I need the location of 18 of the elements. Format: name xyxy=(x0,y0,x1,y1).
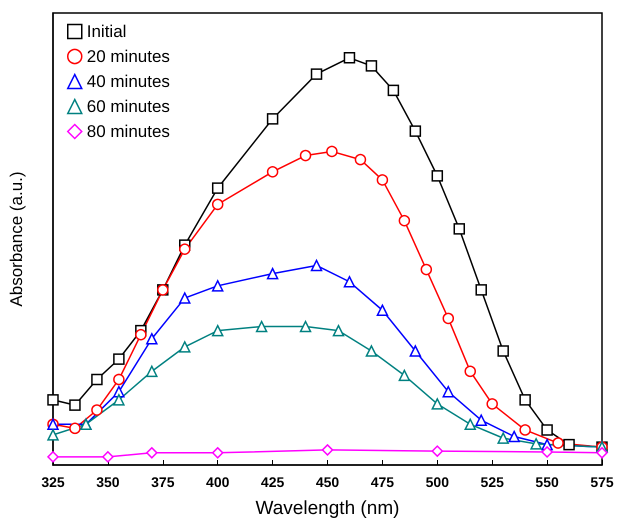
legend-label: 80 minutes xyxy=(86,122,170,141)
x-tick-label: 550 xyxy=(535,474,559,490)
x-tick-label: 400 xyxy=(206,474,230,490)
x-tick-label: 525 xyxy=(480,474,504,490)
x-axis-title: Wavelength (nm) xyxy=(256,498,400,519)
x-tick-label: 500 xyxy=(426,474,450,490)
x-tick-label: 450 xyxy=(316,474,340,490)
x-tick-label: 475 xyxy=(370,474,394,490)
y-axis-title: Absorbance (a.u.) xyxy=(7,171,26,307)
legend-label: Initial xyxy=(86,22,126,41)
legend-label: 40 minutes xyxy=(86,72,170,91)
x-tick-label: 425 xyxy=(260,474,284,490)
x-tick-label: 350 xyxy=(96,474,120,490)
x-tick-label: 575 xyxy=(590,474,614,490)
legend-label: 20 minutes xyxy=(86,47,170,66)
x-tick-label: 375 xyxy=(151,474,175,490)
legend-label: 60 minutes xyxy=(86,97,170,116)
x-tick-label: 325 xyxy=(41,474,65,490)
